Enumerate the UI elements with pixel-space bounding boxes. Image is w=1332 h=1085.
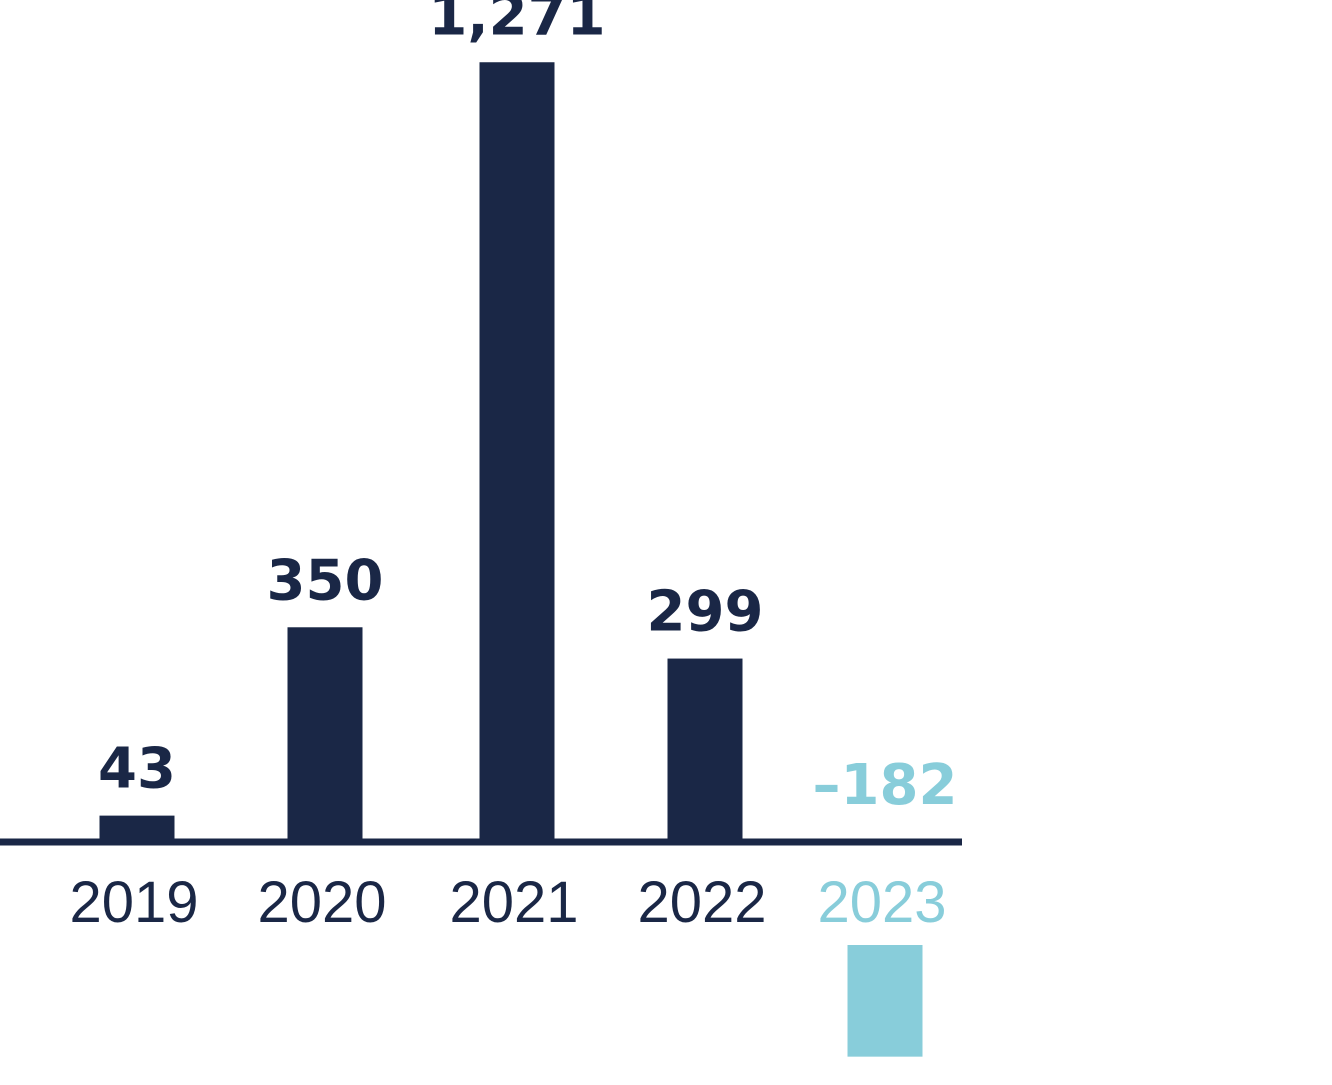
value-label-2022: 299 xyxy=(647,580,764,645)
bar-2023 xyxy=(847,945,923,1057)
bar-2019 xyxy=(99,815,175,842)
tick-label-2021: 2021 xyxy=(449,870,578,935)
ticks-layer: 2019 2020 2021 2022 2023 xyxy=(69,870,946,935)
value-label-2019: 43 xyxy=(98,737,176,802)
bars-layer xyxy=(99,62,923,1057)
labels-layer: 43 350 1,271 299 –182 xyxy=(98,0,957,818)
bar-2020 xyxy=(287,627,363,842)
tick-label-2020: 2020 xyxy=(257,870,386,935)
bar-2021 xyxy=(479,62,555,842)
tick-label-2022: 2022 xyxy=(637,870,766,935)
tick-label-2023: 2023 xyxy=(817,870,946,935)
tick-label-2019: 2019 xyxy=(69,870,198,935)
bar-2022 xyxy=(667,658,743,842)
value-label-2023: –182 xyxy=(813,753,958,818)
value-label-2021: 1,271 xyxy=(428,0,605,48)
value-label-2020: 350 xyxy=(267,548,384,613)
